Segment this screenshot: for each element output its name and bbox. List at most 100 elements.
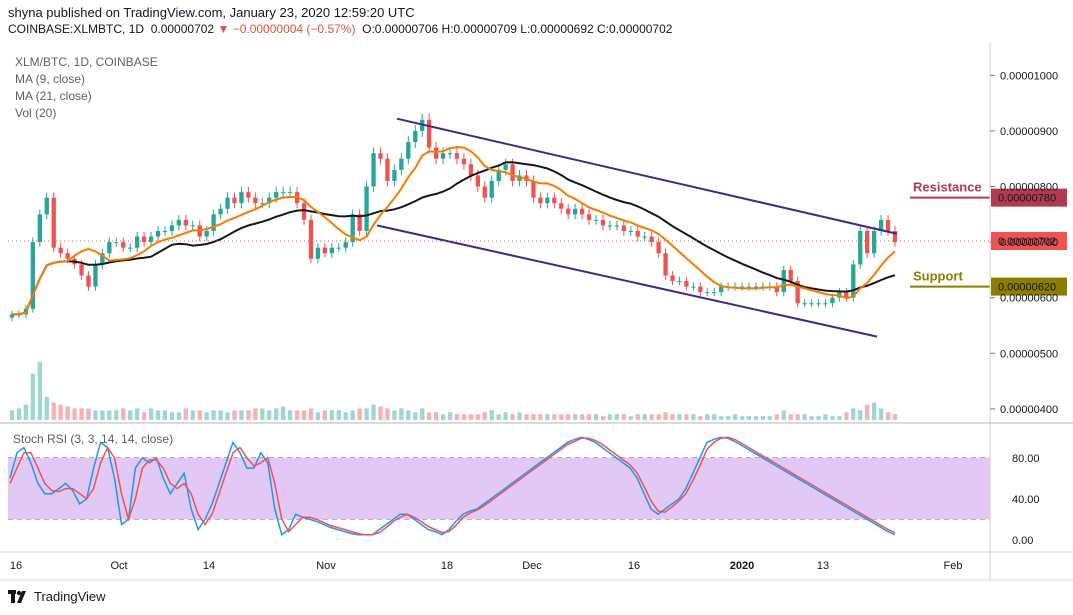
candle-body xyxy=(204,231,209,237)
candle-body xyxy=(176,219,182,226)
candle-body xyxy=(510,164,515,181)
volume-bar xyxy=(767,416,773,420)
candle-body xyxy=(705,292,710,294)
volume-bar xyxy=(128,410,133,420)
candle-body xyxy=(663,253,668,276)
volume-bar xyxy=(58,404,63,420)
candle-body xyxy=(155,231,161,237)
volume-bar xyxy=(559,414,564,420)
volume-bar xyxy=(301,410,307,420)
candle-body xyxy=(823,303,828,305)
volume-bar xyxy=(865,404,870,420)
volume-bar xyxy=(260,408,265,420)
last-price: 0.00000702 xyxy=(150,22,215,36)
open-value: O:0.00000706 xyxy=(362,22,439,36)
candle-body xyxy=(440,153,446,159)
volume-bar xyxy=(93,410,98,420)
candle-body xyxy=(65,253,70,259)
candle-body xyxy=(489,180,494,198)
candle-body xyxy=(851,264,856,298)
candle-body xyxy=(30,242,36,309)
candle-body xyxy=(148,236,154,243)
channel-upper-line xyxy=(396,117,898,235)
volume-bar xyxy=(691,414,696,420)
candle-body xyxy=(211,214,216,231)
candle-body xyxy=(628,231,633,232)
volume-bar xyxy=(878,408,884,420)
candle-body xyxy=(468,164,474,176)
candle-body xyxy=(134,236,140,248)
candle-body xyxy=(781,269,786,293)
volume-bar xyxy=(607,414,613,420)
candle-body xyxy=(246,192,251,198)
volume-bar xyxy=(510,414,515,420)
volume-bar xyxy=(830,416,835,420)
time-tick-label: 2020 xyxy=(730,560,754,572)
candle-body xyxy=(107,242,112,254)
volume-bar xyxy=(218,410,223,420)
candle-body xyxy=(128,247,133,249)
candle-body xyxy=(698,286,703,293)
candle-body xyxy=(816,303,821,305)
candle-body xyxy=(93,264,98,287)
volume-bar xyxy=(190,410,195,420)
volume-bar xyxy=(385,408,390,420)
candle-body xyxy=(218,208,223,215)
volume-bar xyxy=(851,408,856,420)
resistance-tag xyxy=(991,188,1067,207)
volume-bar xyxy=(468,414,474,420)
volume-bar xyxy=(23,404,29,420)
volume-bar xyxy=(79,408,84,420)
candle-body xyxy=(538,197,543,204)
candle-body xyxy=(482,186,487,198)
candle-body xyxy=(461,158,467,165)
ma21-label: MA (21, close) xyxy=(15,89,92,103)
candle-body xyxy=(649,236,654,243)
pair-label: XLM/BTC, 1D, COINBASE xyxy=(15,55,158,69)
candle-body xyxy=(621,225,626,231)
volume-bar xyxy=(753,416,759,420)
time-tick-label: Nov xyxy=(316,560,336,572)
candle-body xyxy=(141,236,147,243)
candle-body xyxy=(343,242,348,248)
candle-body xyxy=(593,219,599,221)
candle-body xyxy=(719,286,724,293)
ma9-line xyxy=(12,145,896,316)
volume-bar xyxy=(795,414,800,420)
candle-body xyxy=(281,192,286,194)
candle-body xyxy=(447,153,453,155)
stoch-d-line xyxy=(9,436,896,536)
stoch-tick-label: 80.00 xyxy=(1012,453,1040,465)
volume-bar xyxy=(496,414,501,420)
candle-body xyxy=(364,186,369,231)
volume-bar xyxy=(871,402,877,420)
volume-bar xyxy=(406,410,411,420)
tradingview-brand: TradingView xyxy=(34,589,106,604)
candle-body xyxy=(162,231,168,232)
volume-bar xyxy=(329,410,334,420)
candle-body xyxy=(579,208,585,215)
candle-body xyxy=(885,219,891,231)
candle-body xyxy=(642,236,647,238)
volume-bar xyxy=(162,410,168,420)
candle-body xyxy=(559,203,564,209)
volume-bar xyxy=(538,414,543,420)
volume-bar xyxy=(503,412,508,420)
volume-bar xyxy=(121,408,126,420)
ma21-line xyxy=(12,161,896,316)
footer[interactable]: TradingView xyxy=(8,589,106,604)
high-value: H:0.00000709 xyxy=(441,22,517,36)
volume-bar xyxy=(141,412,147,420)
candle-body xyxy=(260,203,265,205)
volume-bar xyxy=(148,408,154,420)
volume-bar xyxy=(642,414,647,420)
volume-bar xyxy=(670,414,675,420)
volume-bar xyxy=(183,408,188,420)
candle-body xyxy=(287,192,293,194)
candle-body xyxy=(350,214,355,243)
volume-bar xyxy=(489,410,494,420)
candle-body xyxy=(566,208,571,215)
candle-body xyxy=(795,281,800,304)
candle-body xyxy=(871,231,877,254)
